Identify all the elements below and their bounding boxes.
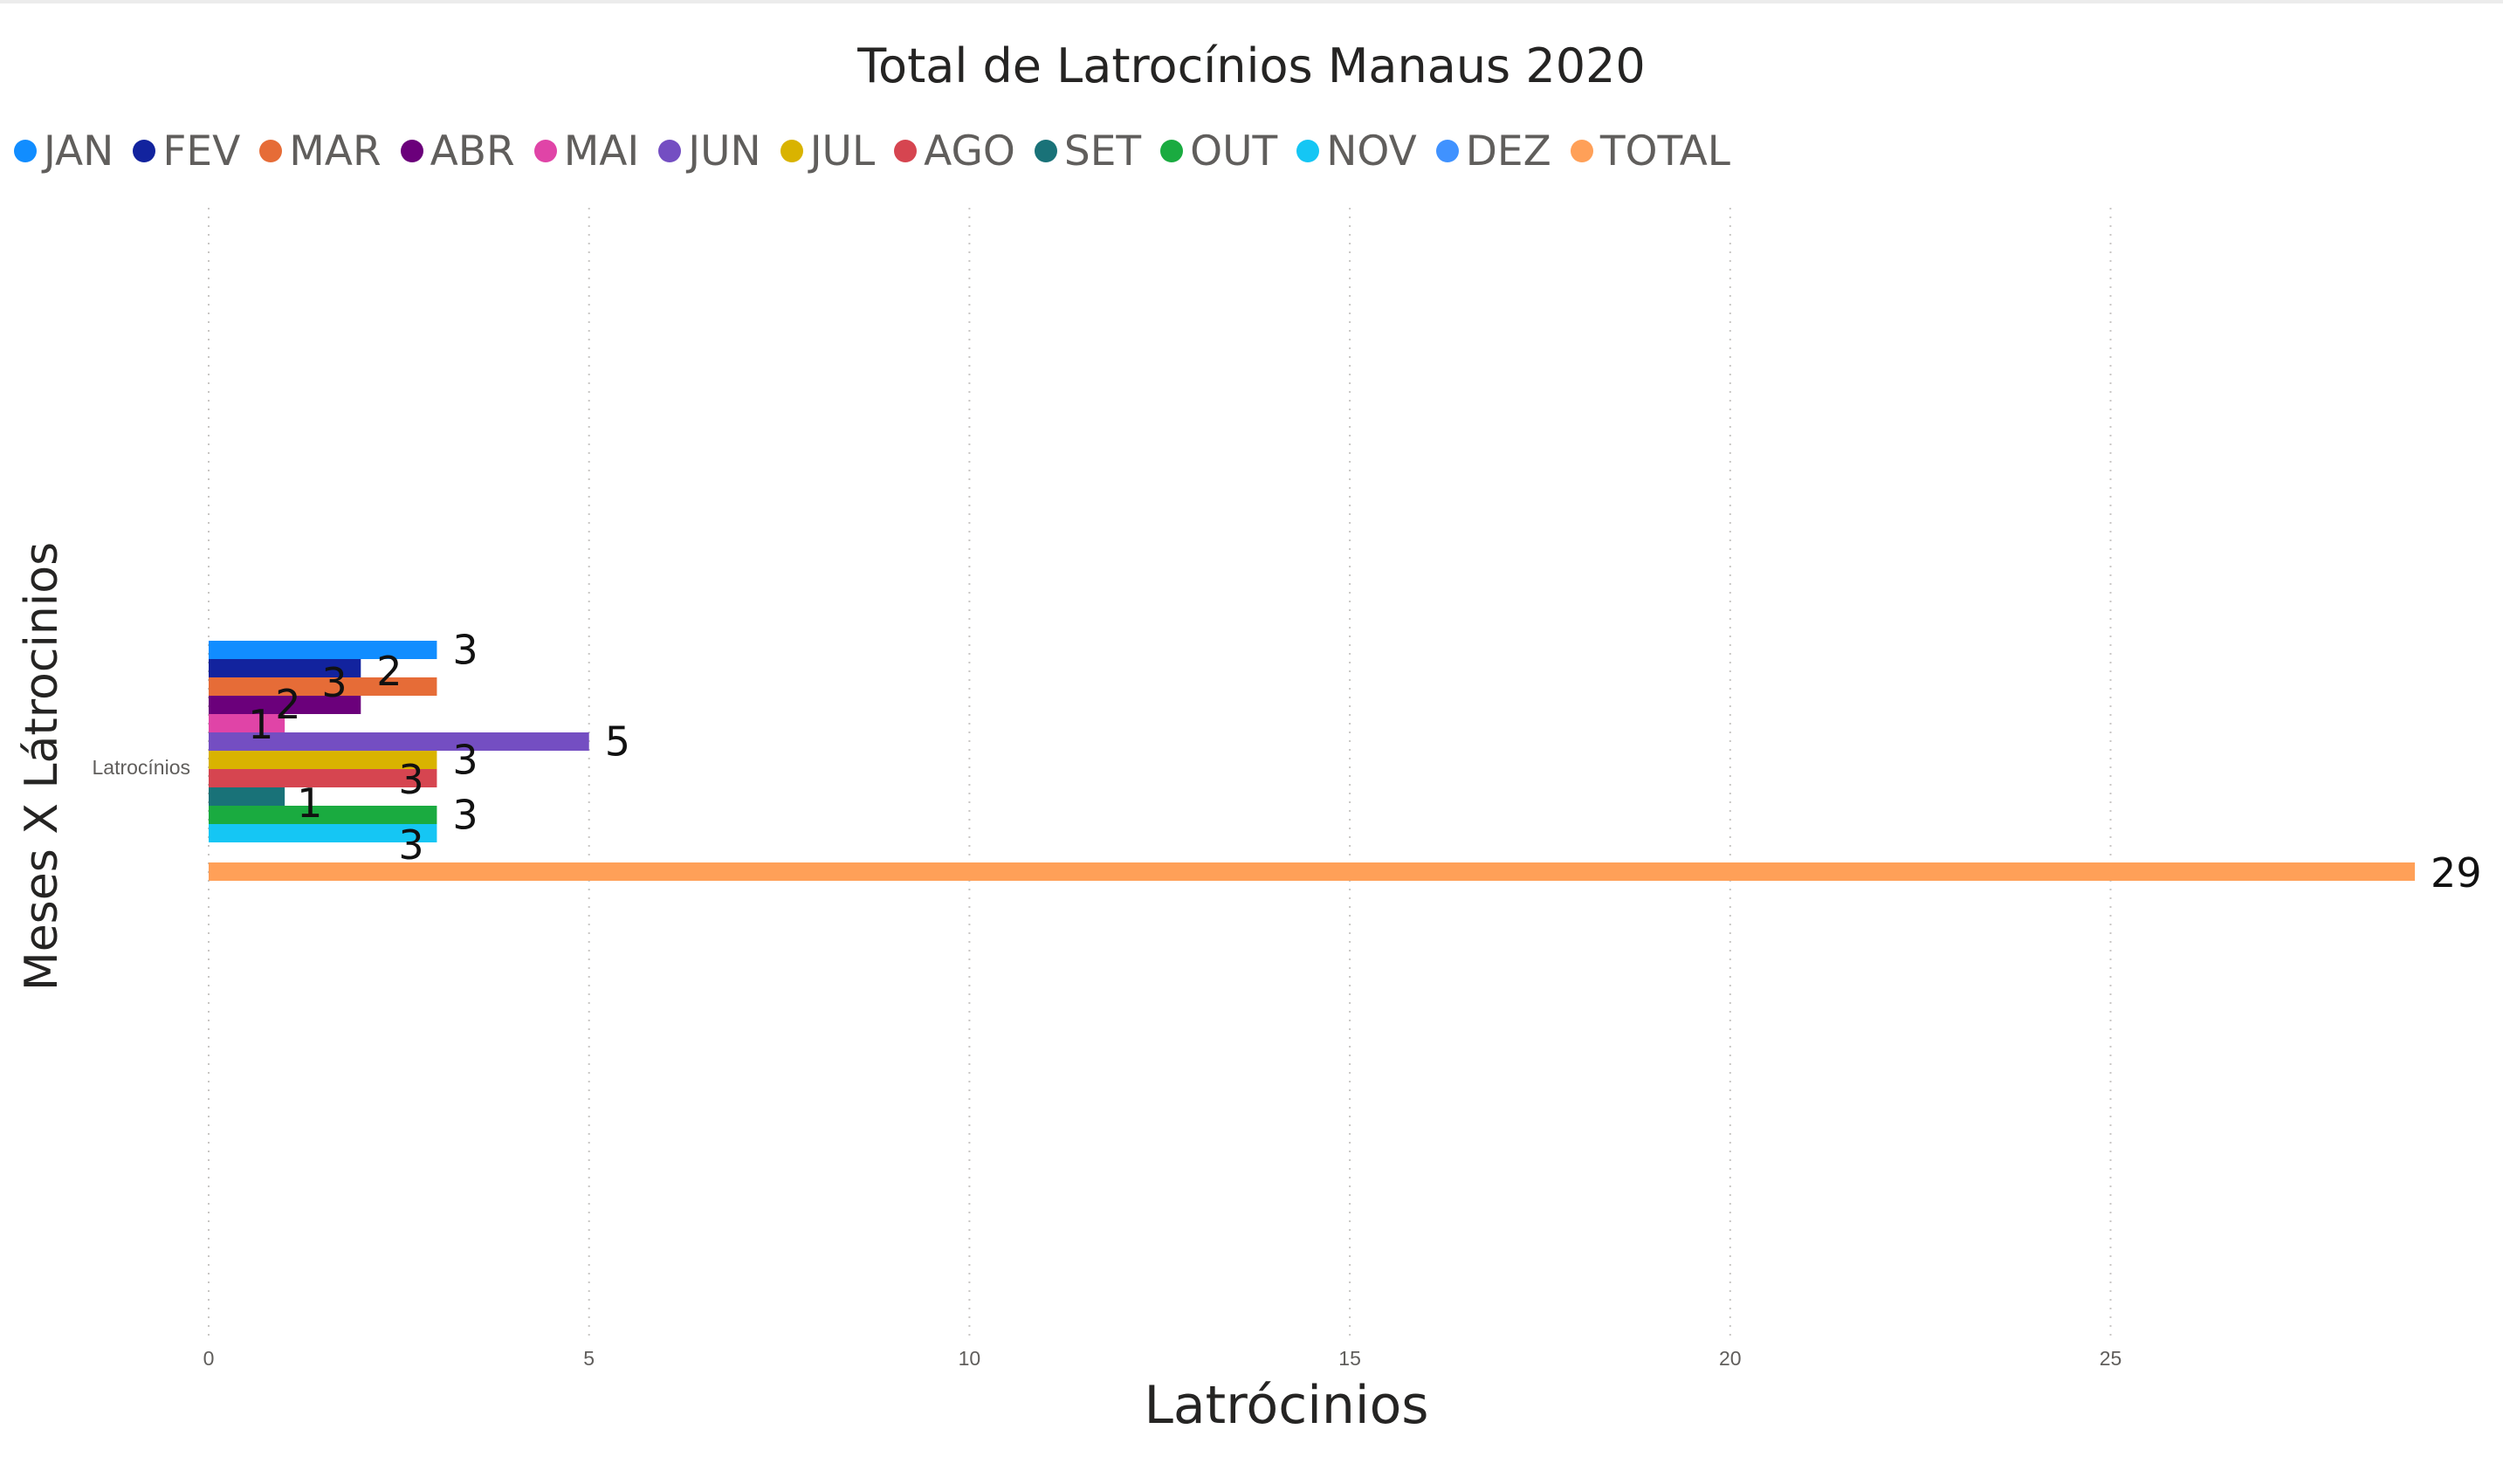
bar-nov[interactable] [209,824,437,842]
top-border [0,0,2503,3]
legend-label: MAR [289,127,382,175]
legend-item-mai[interactable]: MAI [533,127,640,175]
legend-dot-icon [259,140,283,162]
data-label-out: 3 [452,792,478,839]
legend-item-ago[interactable]: AGO [894,127,1015,175]
bar-out[interactable] [209,806,437,824]
legend-item-nov[interactable]: NOV [1296,127,1417,175]
bar-jan[interactable] [209,641,437,659]
bar-jul[interactable] [209,751,437,769]
bar-fev[interactable] [209,659,361,677]
bar-total[interactable] [209,862,2416,881]
legend-label: NOV [1326,127,1417,175]
legend-item-jan[interactable]: JAN [14,127,113,175]
x-tick-label: 20 [1719,1347,1742,1370]
legend-item-abr[interactable]: ABR [400,127,515,175]
bars [209,641,2416,881]
legend-item-jul[interactable]: JUL [780,127,875,175]
bar-abr[interactable] [209,696,361,714]
legend-dot-icon [894,140,918,162]
legend-dot-icon [658,140,682,162]
gridlines [208,208,2112,1336]
legend-label: FEV [162,127,241,175]
x-tick-label: 0 [203,1347,215,1370]
legend-label: OUT [1190,127,1278,175]
x-axis-ticks: 0 5 10 15 20 25 [203,1347,2122,1370]
data-label-abr: 2 [275,681,300,728]
legend-dot-icon [533,140,557,162]
legend-label: DEZ [1465,127,1551,175]
data-label-fev: 2 [376,648,402,695]
data-label-mai: 1 [248,701,273,748]
legend-label: JUN [688,127,761,175]
data-label-nov: 3 [398,821,423,869]
legend-dot-icon [1435,140,1459,162]
legend-dot-icon [1160,140,1184,162]
data-label-jul: 3 [452,737,478,784]
bar-set[interactable] [209,787,285,806]
data-label-jun: 5 [605,718,630,766]
legend-label: ABR [430,127,515,175]
legend-item-mar[interactable]: MAR [259,127,382,175]
legend-label: AGO [924,127,1015,175]
data-label-ago: 3 [398,756,423,803]
legend-dot-icon [1296,140,1320,162]
data-label-jan: 3 [452,627,478,674]
data-label-total: 29 [2431,849,2482,897]
x-tick-label: 25 [2100,1347,2122,1370]
data-label-set: 1 [297,780,322,827]
legend-label: MAI [563,127,640,175]
x-tick-label: 10 [959,1347,981,1370]
bar-mar[interactable] [209,677,437,696]
legend-label: JUL [809,127,876,175]
legend-dot-icon [400,140,423,162]
x-tick-label: 5 [583,1347,595,1370]
legend-dot-icon [1570,140,1593,162]
legend-item-jun[interactable]: JUN [658,127,761,175]
legend-label: TOTAL [1599,127,1730,175]
legend-item-total[interactable]: TOTAL [1570,127,1730,175]
bar-jun[interactable] [209,732,589,751]
legend-label: SET [1063,127,1142,175]
legend-label: JAN [44,127,114,175]
legend-item-dez[interactable]: DEZ [1435,127,1551,175]
legend-item-set[interactable]: SET [1034,127,1142,175]
x-tick-label: 15 [1338,1347,1361,1370]
x-axis-title: Latrócinios [1144,1375,1429,1436]
legend: JAN FEV MAR ABR MAI JUN JUL AGO SET OUT NOV DEZ TOTA… [14,120,1750,182]
data-label-mar: 3 [321,659,347,706]
chart-title: Total de Latrocínios Manaus 2020 [857,38,1646,93]
legend-item-out[interactable]: OUT [1160,127,1277,175]
category-label: Latrocínios [92,756,190,779]
bar-ago[interactable] [209,769,437,787]
category-labels: Latrocínios [92,756,190,779]
bar-mai[interactable] [209,714,285,732]
legend-dot-icon [133,140,156,162]
y-axis-title: Meses X Látrocinios [16,541,68,992]
legend-dot-icon [14,140,37,162]
legend-dot-icon [780,140,803,162]
legend-item-fev[interactable]: FEV [133,127,240,175]
legend-dot-icon [1034,140,1057,162]
